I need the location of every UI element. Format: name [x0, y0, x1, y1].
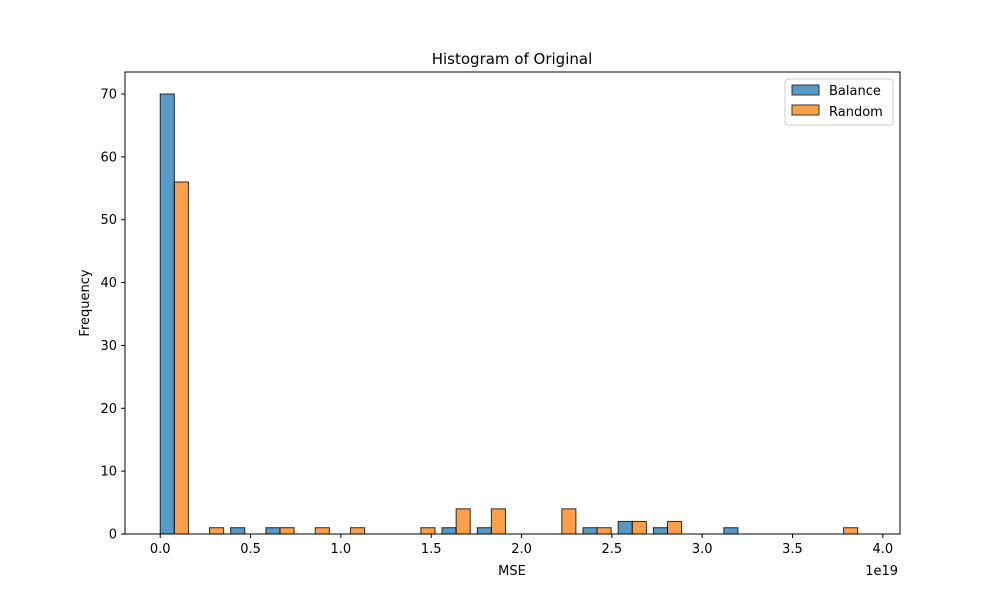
- bar-balance-12: [582, 527, 598, 535]
- bar-random-14: [667, 520, 683, 535]
- bar-random-11: [561, 508, 577, 535]
- bar-random-4: [314, 527, 330, 535]
- bar-random-12: [596, 527, 612, 535]
- y-axis: 0 10 20 30 40 50 60 70: [100, 88, 125, 543]
- x-tick-label: 3.5: [782, 542, 803, 557]
- bar-random-1: [209, 527, 225, 535]
- x-axis: 0.0 0.5 1.0 1.5 2.0 2.5 3.0 3.5 4.0: [150, 534, 893, 557]
- x-tick-label: 2.5: [602, 542, 623, 557]
- bar-random-7: [420, 527, 436, 535]
- bar-random-19: [843, 527, 859, 535]
- y-axis-label: Frequency: [78, 269, 93, 336]
- legend: Balance Random: [784, 78, 894, 126]
- bar-balance-9: [476, 527, 492, 535]
- x-tick-label: 0.0: [150, 542, 171, 557]
- x-tick-label: 0.5: [240, 542, 261, 557]
- legend-swatch-random: [791, 104, 820, 116]
- y-tick-label: 40: [100, 276, 117, 291]
- y-tick-label: 50: [100, 213, 117, 228]
- x-axis-label: MSE: [498, 564, 526, 579]
- bar-random-0: [173, 181, 189, 535]
- bars-layer: [159, 93, 859, 535]
- bar-random-8: [455, 508, 471, 535]
- bar-balance-0: [159, 93, 175, 535]
- bar-balance-8: [441, 527, 457, 535]
- y-tick-label: 30: [100, 339, 117, 354]
- bar-random-3: [279, 527, 295, 535]
- legend-label-balance: Balance: [829, 84, 881, 99]
- x-offset-label: 1e19: [865, 564, 898, 579]
- y-tick-label: 0: [109, 528, 117, 543]
- bar-balance-13: [617, 520, 633, 535]
- bar-random-9: [490, 508, 506, 535]
- bar-balance-2: [230, 527, 246, 535]
- x-tick-label: 1.0: [331, 542, 352, 557]
- x-tick-label: 2.0: [511, 542, 532, 557]
- bar-random-5: [349, 527, 366, 535]
- x-tick-label: 4.0: [872, 542, 893, 557]
- y-tick-label: 70: [100, 88, 117, 103]
- x-tick-label: 1.5: [421, 542, 442, 557]
- bar-balance-3: [265, 527, 281, 535]
- y-tick-label: 20: [100, 402, 117, 417]
- legend-swatch-balance: [791, 84, 820, 96]
- y-tick-label: 10: [100, 465, 117, 480]
- bar-balance-16: [723, 527, 739, 535]
- bar-balance-14: [652, 527, 668, 535]
- bar-random-13: [631, 520, 647, 535]
- chart-title: Histogram of Original: [432, 50, 593, 68]
- legend-label-random: Random: [829, 105, 883, 120]
- y-tick-label: 60: [100, 150, 117, 165]
- plot-frame: [124, 71, 901, 535]
- x-tick-label: 3.0: [692, 542, 713, 557]
